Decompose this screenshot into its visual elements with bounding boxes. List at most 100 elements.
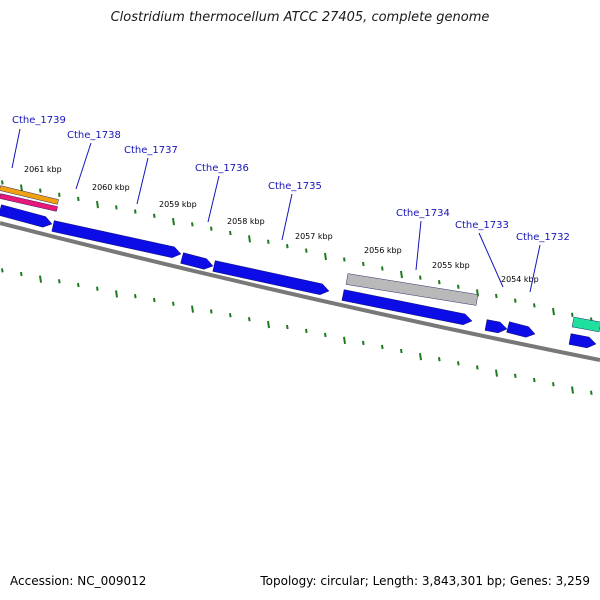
tick-mark [305,328,308,334]
tick-mark [400,348,403,354]
gene-label: Cthe_1734 [396,208,450,219]
cds-arrow [0,204,53,228]
tick-mark [115,205,118,210]
tick-mark [191,222,194,227]
map-title: Clostridium thermocellum ATCC 27405, com… [110,10,490,25]
topology-text: Topology: circular; Length: 3,843,301 bp… [260,574,590,588]
gene-label: Cthe_1735 [268,181,322,192]
tick-mark [571,386,574,394]
green-feature [571,316,600,333]
feature-track [0,185,600,349]
gene-label: Cthe_1733 [455,220,509,231]
gene-leader-line [281,193,293,241]
tick-mark [343,336,346,345]
gene-leader-line [11,128,21,169]
gene-label: Cthe_1736 [195,163,249,174]
tick-mark [1,180,4,185]
gene-leader-line [207,175,220,223]
gene-leader-line [415,220,422,271]
tick-mark [115,290,118,298]
gene-label: Cthe_1738 [67,130,121,141]
tick-mark [400,270,403,279]
tick-mark [495,293,498,299]
tick-mark [590,390,593,395]
tick-mark [39,188,42,193]
gene-leader-line [478,232,504,288]
tick-mark [571,312,574,317]
tick-mark [77,196,80,202]
orange-feature [0,185,59,205]
tick-mark [514,373,517,378]
gene-leader-line [136,157,149,205]
gene-leader-line [529,244,541,293]
tick-mark [495,369,498,377]
tick-mark [96,286,99,291]
inner-tick-ring [1,268,593,395]
tick-mark [267,239,270,244]
gene-label: Cthe_1732 [516,232,570,243]
tick-mark [552,382,555,387]
tick-mark [305,248,308,253]
tick-mark [153,213,156,218]
kbp-label: 2055 kbp [432,261,470,270]
tick-mark [134,209,137,214]
tick-mark [58,279,61,284]
accession-text: Accession: NC_009012 [10,574,147,588]
tick-mark [457,361,460,366]
tick-mark [419,275,422,280]
kbp-labels: 2061 kbp 2060 kbp 2059 kbp 2058 kbp 2057 kbp… [24,165,539,284]
tick-mark [96,200,99,209]
tick-mark [419,352,422,361]
cds-arrow [506,321,536,338]
tick-mark [1,268,4,273]
gene-leader-line [75,142,92,190]
gene-label: Cthe_1739 [12,115,66,126]
pseudogene-arrow [345,273,479,306]
tick-mark [267,320,270,329]
tick-mark [172,217,175,226]
tick-mark [533,377,536,383]
kbp-label: 2059 kbp [159,200,197,209]
tick-mark [438,357,441,362]
tick-mark [229,313,232,318]
tick-mark [20,271,23,277]
tick-mark [20,184,23,192]
genome-backbone [0,221,600,362]
gene-label: Cthe_1737 [124,145,178,156]
tick-mark [362,340,365,346]
tick-mark [39,275,42,283]
cds-arrow [212,260,330,295]
tick-mark [191,305,194,313]
kbp-label: 2060 kbp [92,183,130,192]
tick-mark [172,301,175,306]
tick-mark [248,317,251,322]
kbp-label: 2058 kbp [227,217,265,226]
cds-arrow [568,333,597,349]
tick-mark [381,266,384,271]
tick-mark [229,230,232,236]
cds-arrow [51,220,182,258]
outer-tick-ring [1,180,593,322]
tick-mark [134,294,137,299]
kbp-label: 2057 kbp [295,232,333,241]
tick-mark [457,284,460,289]
cds-arrow [484,319,508,334]
kbp-label: 2061 kbp [24,165,62,174]
tick-mark [153,297,156,303]
tick-mark [343,257,346,262]
tick-mark [77,282,80,288]
cds-arrow [180,252,214,270]
tick-mark [533,303,536,308]
tick-mark [324,252,327,261]
tick-mark [210,226,213,231]
tick-mark [362,261,365,267]
tick-mark [248,235,251,243]
tick-mark [381,344,384,350]
kbp-label: 2054 kbp [501,275,539,284]
tick-mark [58,192,61,197]
tick-mark [476,365,479,370]
cds-arrow [341,289,473,326]
tick-mark [552,307,555,316]
